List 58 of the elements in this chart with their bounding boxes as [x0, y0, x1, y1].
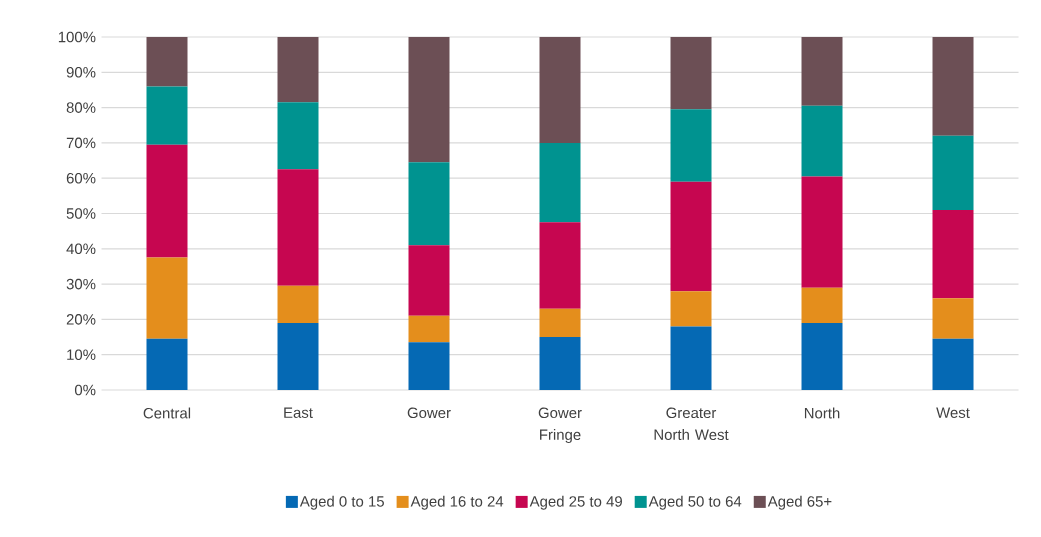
- bar: [146, 257, 188, 339]
- bar: [801, 287, 843, 323]
- bar: [932, 135, 974, 210]
- x-tick-label: East: [284, 407, 313, 418]
- bar: [408, 342, 450, 390]
- y-tick-label: 80%: [66, 102, 96, 113]
- y-tick-label: 90%: [66, 67, 96, 78]
- bar: [146, 144, 188, 258]
- bar: [670, 109, 712, 182]
- y-tick-label: 0%: [74, 384, 96, 396]
- bar: [801, 37, 843, 106]
- y-tick-label: 20%: [66, 314, 96, 325]
- bar: [932, 298, 974, 339]
- bar: [146, 338, 188, 390]
- y-tick-label: 70%: [66, 137, 96, 149]
- x-tick-label: Central: [143, 407, 191, 419]
- bar: [932, 338, 974, 390]
- legend-label: Aged 25 to 49: [529, 495, 622, 510]
- y-tick-label: 30%: [66, 278, 96, 290]
- legend-label: Aged 65+: [767, 495, 832, 510]
- bar: [539, 308, 581, 338]
- legend-label: Aged 50 to 64: [648, 495, 742, 510]
- bar: [801, 322, 843, 390]
- y-tick-label: 50%: [66, 208, 96, 219]
- y-tick-label: 60%: [66, 172, 96, 184]
- x-tick-label: Greater North West: [654, 407, 729, 441]
- bar: [670, 326, 712, 390]
- legend-label: Aged 0 to 15: [299, 495, 384, 510]
- bar: [801, 176, 843, 288]
- bar: [277, 102, 319, 170]
- bar: [932, 209, 974, 299]
- bar: [146, 37, 188, 87]
- bar: [539, 142, 581, 223]
- bar: [277, 285, 319, 323]
- bar: [277, 322, 319, 390]
- bar: [539, 337, 581, 390]
- bar: [801, 105, 843, 177]
- y-tick-label: 100%: [58, 31, 96, 43]
- bar: [670, 291, 712, 327]
- bar: [408, 162, 450, 246]
- y-tick-label: 10%: [67, 349, 96, 360]
- bar: [146, 86, 188, 145]
- x-tick-label: Gower Fringe: [538, 407, 582, 443]
- bar: [539, 37, 581, 143]
- bar: [277, 169, 319, 286]
- bar: [408, 245, 450, 316]
- bar: [408, 315, 450, 343]
- bar: [932, 37, 974, 136]
- y-tick-label: 40%: [66, 243, 96, 255]
- bar: [670, 37, 712, 110]
- bar: [539, 222, 581, 309]
- legend-label: Aged 16 to 24: [410, 495, 504, 510]
- x-tick-label: West: [936, 407, 970, 418]
- bar: [670, 181, 712, 292]
- x-tick-label: North: [804, 407, 840, 419]
- x-tick-label: Gower: [407, 407, 451, 419]
- bar: [408, 37, 450, 163]
- bar: [277, 37, 319, 103]
